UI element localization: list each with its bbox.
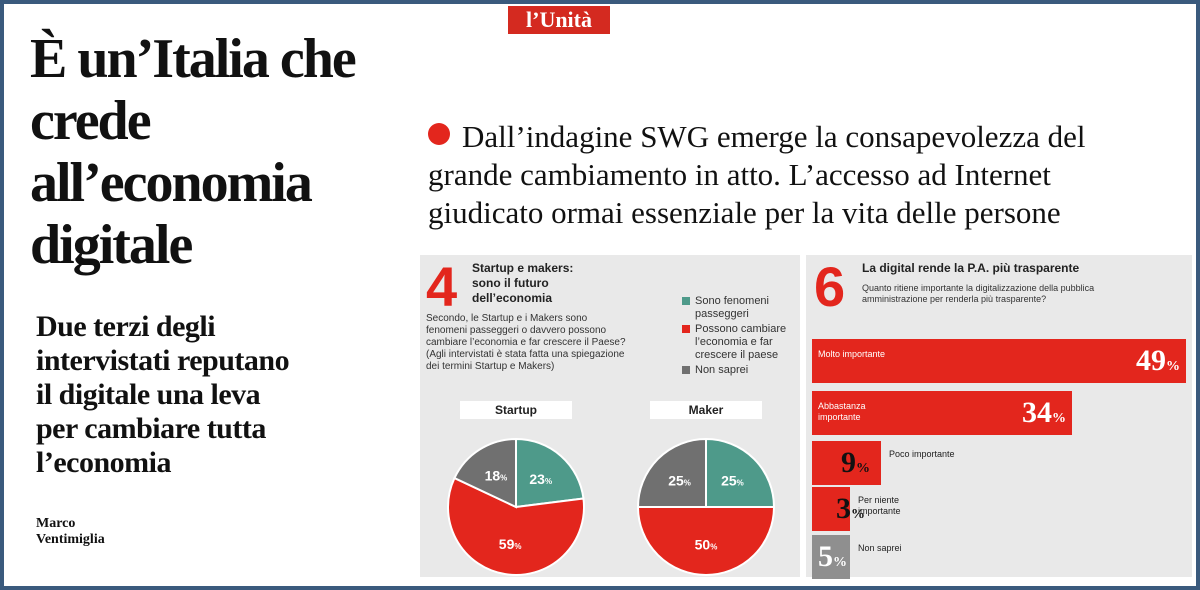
bar-row: 3% Per niente importante — [812, 487, 1186, 531]
red-bullet-icon — [428, 123, 450, 145]
bar-row: 5% Non saprei — [812, 535, 1186, 579]
pie-value-label-maker-2: 25% — [668, 473, 691, 489]
bar-row: 9% Poco importante — [812, 441, 1186, 485]
legend-label: Non saprei — [695, 364, 749, 376]
pie-slice-startup-2 — [453, 437, 517, 509]
bar-category-label: Molto importante — [818, 349, 886, 359]
bar-category-label: Poco importante — [889, 449, 955, 459]
legend-swatch — [682, 325, 690, 333]
pie-slice-maker-1 — [636, 506, 776, 576]
pie-title-maker: Maker — [650, 401, 762, 419]
pie-charts: 23% 59% 18% 25% 50% 25% — [447, 437, 776, 576]
article-intro: Dall’indagine SWG emerge la consapevolez… — [428, 118, 1168, 232]
pie-slice-startup-0 — [515, 437, 585, 509]
pie-value-label-maker-1: 50% — [695, 536, 718, 552]
panel-question: Quanto ritiene importante la digitalizza… — [862, 283, 1095, 304]
pie-slice-maker-2 — [636, 437, 707, 508]
pie-slice-maker-0 — [705, 437, 776, 508]
legend-item: Sono fenomeni passeggeri — [682, 295, 792, 321]
pie-slice-startup-1 — [447, 476, 585, 576]
pie-value-label-startup-0: 23% — [529, 471, 552, 487]
article-author: Marco Ventimiglia — [36, 516, 105, 547]
pie-legend: Sono fenomeni passeggeri Possono cambiar… — [682, 295, 792, 379]
bar-4 — [812, 535, 850, 579]
bar-value-label: 5% — [818, 540, 847, 573]
infographic-panel-6: 6 La digital rende la P.A. più trasparen… — [806, 255, 1192, 579]
article-subhead: Due terzi degli intervistati reputano il… — [36, 310, 290, 479]
bar-2 — [812, 441, 881, 485]
legend-label: Possono cambiare l’economia e far cresce… — [695, 323, 787, 361]
pie-value-label-startup-1: 59% — [499, 536, 522, 552]
bar-3 — [812, 487, 850, 531]
legend-label: Sono fenomeni passeggeri — [695, 295, 769, 320]
bar-1 — [812, 391, 1072, 435]
bar-value-label: 3% — [836, 492, 865, 525]
panel-title: Startup e makers: sono il futuro dell’ec… — [472, 261, 574, 305]
bar-value-label: 49% — [1136, 344, 1180, 377]
bar-category-label: Non saprei — [858, 543, 902, 553]
pie-title-startup: Startup — [460, 401, 572, 419]
article-headline: È un’Italia che crede all’economia digit… — [30, 28, 357, 276]
bar-row: 49% Molto importante — [812, 339, 1186, 383]
panel-question: Secondo, le Startup e i Makers sono feno… — [426, 313, 626, 372]
infographic-panel-4: 4 Startup e makers: sono il futuro dell’… — [420, 255, 800, 577]
bar-category-label: Per niente importante — [858, 495, 901, 516]
bar-0 — [812, 339, 1186, 383]
bar-category-label: Abbastanza importante — [818, 401, 866, 422]
bar-row: 34% Abbastanza importante — [812, 391, 1186, 435]
legend-swatch — [682, 366, 690, 374]
pie-value-label-maker-0: 25% — [721, 473, 744, 489]
legend-item: Possono cambiare l’economia e far cresce… — [682, 323, 792, 362]
bar-value-label: 9% — [841, 446, 870, 479]
panel-number: 6 — [814, 255, 846, 318]
panel-title: La digital rende la P.A. più trasparente — [862, 261, 1080, 275]
bar-value-label: 34% — [1022, 396, 1066, 429]
unita-logo[interactable]: l’Unità — [508, 6, 610, 34]
legend-item: Non saprei — [682, 364, 792, 377]
legend-swatch — [682, 297, 690, 305]
panel-number: 4 — [426, 255, 458, 318]
pie-value-label-startup-2: 18% — [485, 467, 508, 483]
intro-text: Dall’indagine SWG emerge la consapevolez… — [428, 119, 1086, 230]
